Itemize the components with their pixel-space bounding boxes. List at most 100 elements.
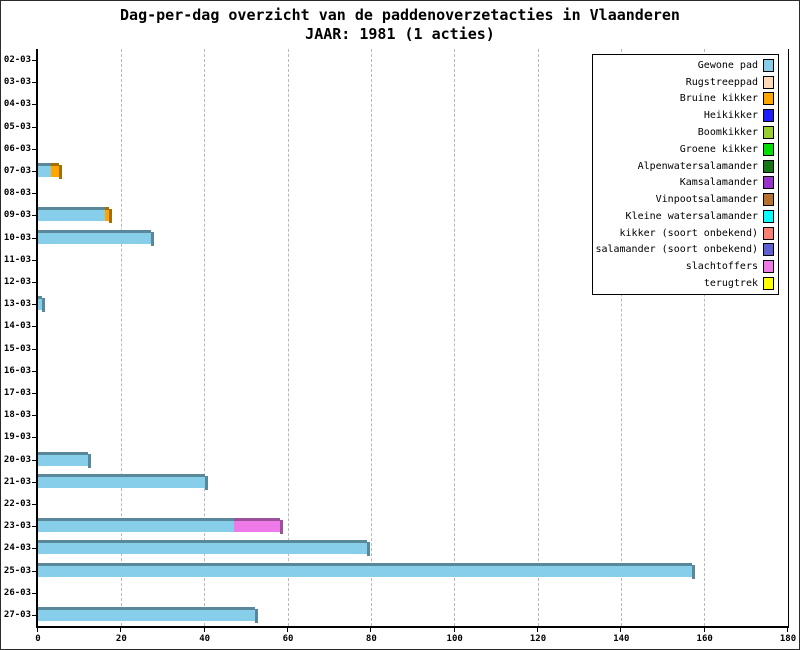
legend-item: Vinpootsalamander xyxy=(593,192,778,208)
y-axis-label: 15-03 xyxy=(3,343,31,354)
legend-item: kikker (soort onbekend) xyxy=(593,225,778,241)
bar-3d-shadow xyxy=(108,209,112,224)
y-axis-label: 27-03 xyxy=(3,609,31,620)
legend-item-label: kikker (soort onbekend) xyxy=(619,227,758,239)
y-axis-label: 24-03 xyxy=(3,543,31,554)
legend-color-swatch xyxy=(763,209,774,223)
gridline-x-140 xyxy=(620,49,622,626)
y-axis-label: 11-03 xyxy=(3,254,31,265)
chart-title: Dag-per-dag overzicht van de paddenoverz… xyxy=(120,6,680,24)
x-axis-tick xyxy=(370,628,372,632)
bar-3d-shadow xyxy=(88,453,91,468)
bar-3d-shadow xyxy=(692,564,696,579)
bar-24-03 xyxy=(38,540,371,557)
x-axis-tick xyxy=(787,628,788,632)
gridline-x-80 xyxy=(370,49,372,626)
y-axis-tick xyxy=(32,548,36,549)
legend-color-swatch xyxy=(763,176,774,190)
x-axis-tick xyxy=(537,628,538,632)
legend-item-label: salamander (soort onbekend) xyxy=(595,244,758,256)
legend-item: Boomkikker xyxy=(593,125,778,141)
y-axis-label: 03-03 xyxy=(3,77,31,88)
y-axis-tick xyxy=(32,571,36,572)
y-axis-label: 08-03 xyxy=(3,188,31,199)
x-axis-label: 40 xyxy=(199,634,211,644)
bar-segment-gewone-pad xyxy=(38,229,151,244)
x-axis-label: 160 xyxy=(696,634,713,644)
legend-color-swatch xyxy=(763,277,774,291)
bar-07-03 xyxy=(38,163,62,180)
legend: Gewone pad Rugstreeppad Bruine kikker Heiki… xyxy=(592,54,779,295)
bar-23-03 xyxy=(38,518,283,535)
bar-10-03 xyxy=(38,229,154,246)
gridline-x-40 xyxy=(204,49,206,626)
legend-color-swatch xyxy=(763,159,774,173)
y-axis-label: 21-03 xyxy=(3,476,31,487)
bar-segment-slachtoffers xyxy=(233,518,280,533)
legend-item: Gewone pad xyxy=(593,57,778,73)
x-axis-label: 20 xyxy=(115,634,127,644)
y-axis-tick xyxy=(32,304,36,305)
legend-item-label: Boomkikker xyxy=(697,127,758,139)
legend-item: Rugstreeppad xyxy=(593,74,778,90)
plot-area xyxy=(36,49,789,628)
bar-segment-gewone-pad xyxy=(38,518,234,533)
y-axis-tick xyxy=(32,171,36,172)
bar-20-03 xyxy=(38,451,91,468)
legend-item-label: terugtrek xyxy=(703,278,758,290)
legend-item-label: Heikikker xyxy=(703,110,758,122)
legend-item: slachtoffers xyxy=(593,259,778,275)
legend-item-label: Alpenwatersalamander xyxy=(637,160,758,172)
y-axis-tick xyxy=(32,326,36,327)
bar-segment-gewone-pad xyxy=(38,473,205,488)
legend-color-swatch xyxy=(763,58,774,72)
y-axis-label: 14-03 xyxy=(3,321,31,332)
legend-item-label: Gewone pad xyxy=(697,59,758,71)
y-axis-tick xyxy=(32,504,36,505)
y-axis-tick xyxy=(32,393,36,394)
bar-13-03 xyxy=(38,296,46,313)
bar-segment-gewone-pad xyxy=(38,540,368,555)
x-axis-label: 100 xyxy=(446,634,463,644)
bar-3d-shadow xyxy=(58,165,62,180)
x-axis-tick xyxy=(620,628,622,632)
legend-item-label: Vinpootsalamander xyxy=(655,194,758,206)
y-axis-tick xyxy=(32,215,36,216)
y-axis-label: 22-03 xyxy=(3,498,31,509)
y-axis-tick xyxy=(32,593,36,594)
y-axis-label: 09-03 xyxy=(3,210,31,221)
legend-color-swatch xyxy=(763,193,774,207)
y-axis-label: 02-03 xyxy=(3,55,31,66)
x-axis-label: 120 xyxy=(529,634,547,644)
y-axis-tick xyxy=(32,193,36,194)
y-axis-tick xyxy=(32,282,36,283)
bar-segment-gewone-pad xyxy=(38,562,693,577)
legend-item: Alpenwatersalamander xyxy=(593,158,778,174)
y-axis-tick xyxy=(32,615,36,616)
gridline-x-160 xyxy=(704,49,706,626)
y-axis-tick xyxy=(32,260,36,261)
bar-27-03 xyxy=(38,606,258,623)
y-axis-tick xyxy=(32,349,36,350)
y-axis-label: 16-03 xyxy=(3,365,31,376)
y-axis-label: 06-03 xyxy=(3,143,31,154)
y-axis-tick xyxy=(32,238,36,239)
y-axis-label: 12-03 xyxy=(3,277,31,288)
legend-color-swatch xyxy=(763,226,774,240)
gridline-x-120 xyxy=(537,49,539,626)
chart-subtitle: JAAR: 1981 (1 acties) xyxy=(305,25,495,43)
x-axis-label: 60 xyxy=(282,634,294,644)
x-axis-tick xyxy=(453,628,455,632)
bar-09-03 xyxy=(38,207,112,224)
bar-segment-bruine-kikker xyxy=(104,207,109,222)
bar-25-03 xyxy=(38,562,696,579)
bar-segment-bruine-kikker xyxy=(50,163,59,178)
gridline-x-100 xyxy=(454,49,456,626)
y-axis-label: 05-03 xyxy=(3,121,31,132)
legend-item: Kamsalamander xyxy=(593,175,778,191)
bar-3d-shadow xyxy=(279,520,283,535)
legend-color-swatch xyxy=(763,126,774,140)
bar-segment-gewone-pad xyxy=(38,606,255,621)
y-axis-tick xyxy=(32,482,36,483)
